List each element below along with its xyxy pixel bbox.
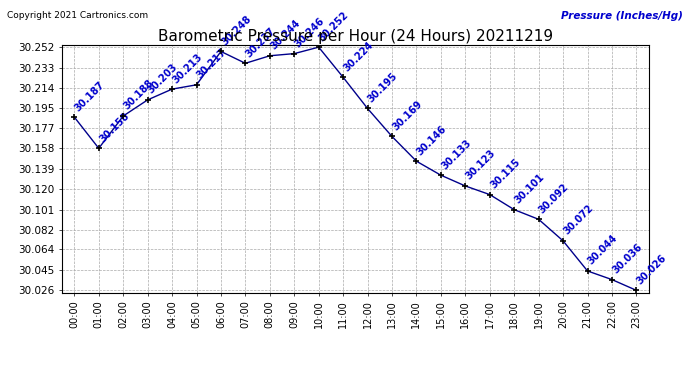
Text: 30.246: 30.246 xyxy=(293,16,326,50)
Text: 30.158: 30.158 xyxy=(97,111,131,144)
Text: 30.224: 30.224 xyxy=(342,39,375,73)
Text: 30.115: 30.115 xyxy=(489,157,522,190)
Text: 30.169: 30.169 xyxy=(391,99,424,132)
Text: 30.101: 30.101 xyxy=(513,172,546,206)
Text: 30.123: 30.123 xyxy=(464,148,497,182)
Text: 30.244: 30.244 xyxy=(268,18,302,52)
Title: Barometric Pressure per Hour (24 Hours) 20211219: Barometric Pressure per Hour (24 Hours) … xyxy=(158,29,553,44)
Text: 30.252: 30.252 xyxy=(317,9,351,43)
Text: 30.203: 30.203 xyxy=(146,62,179,96)
Text: 30.187: 30.187 xyxy=(73,79,106,113)
Text: 30.217: 30.217 xyxy=(195,47,228,81)
Text: Copyright 2021 Cartronics.com: Copyright 2021 Cartronics.com xyxy=(7,11,148,20)
Text: 30.188: 30.188 xyxy=(121,78,155,112)
Text: 30.026: 30.026 xyxy=(635,253,669,286)
Text: 30.213: 30.213 xyxy=(170,51,204,85)
Text: Pressure (Inches/Hg): Pressure (Inches/Hg) xyxy=(561,11,683,21)
Text: 30.036: 30.036 xyxy=(611,242,644,275)
Text: 30.237: 30.237 xyxy=(244,26,277,59)
Text: 30.248: 30.248 xyxy=(219,13,253,47)
Text: 30.072: 30.072 xyxy=(562,203,595,237)
Text: 30.092: 30.092 xyxy=(537,182,571,215)
Text: 30.195: 30.195 xyxy=(366,71,400,104)
Text: 30.146: 30.146 xyxy=(415,123,448,157)
Text: 30.044: 30.044 xyxy=(586,233,620,267)
Text: 30.133: 30.133 xyxy=(440,138,473,171)
